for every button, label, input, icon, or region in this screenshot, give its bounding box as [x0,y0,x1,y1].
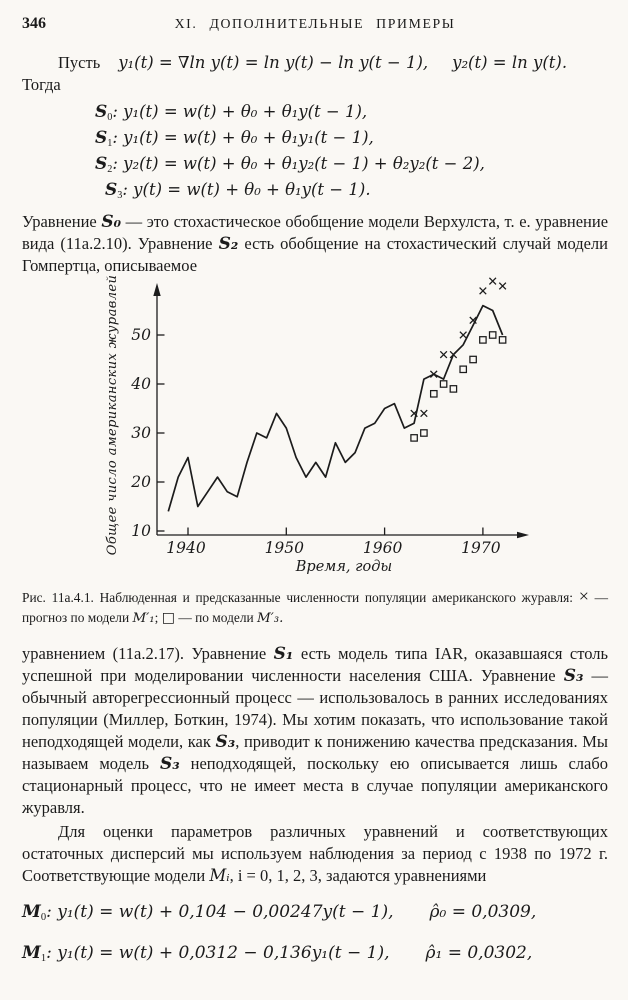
x-tick-label: 1960 [363,539,403,557]
equation-body: : y₂(t) = w(t) + θ₀ + θ₁y₂(t − 1) + θ₂y₂… [112,154,485,173]
paragraph-text: есть обобщение на стохастический случай … [22,234,608,275]
x-marker-symbol: × [578,586,589,606]
x-axis-arrow [517,531,529,539]
y-tick-label: 50 [131,326,151,344]
model-equation-body: : y₁(t) = w(t) + 0,0312 − 0,136y₁(t − 1)… [46,943,390,963]
x-tick-label: 1970 [461,539,501,557]
y-tick-label: 10 [131,522,151,540]
y-tick-label: 20 [130,473,151,491]
paragraph-text: есть модель типа IAR, оказавшаяся столь … [22,644,608,685]
paragraph-text: Уравнение [22,212,102,231]
intro-lead-word: Пусть [58,53,101,72]
model-equation-0: M0: y₁(t) = w(t) + 0,104 − 0,00247y(t − … [22,899,608,925]
model-class-equations: S0: y₁(t) = w(t) + θ₀ + θ₁y(t − 1), S1: … [22,99,608,203]
residual-variance: ρ̂₀ = 0,0309, [429,902,537,922]
model-subscript: 1 [40,952,47,964]
script-s-letter: S [95,154,108,174]
script-s-ref: S₃ [159,754,180,774]
script-s-letter: S [95,102,108,122]
x-axis-title: Время, годы [295,559,392,575]
x-tick-label: 1940 [166,539,206,557]
caption-text: — прогноз по модели [22,590,608,625]
model-m3-symbol: M′₃. [257,611,284,626]
paragraph-text: неподходящей, поскольку ею описывается л… [22,754,608,817]
equation-body: : y₁(t) = w(t) + θ₀ + θ₁y(t − 1), [112,102,368,121]
paragraph-2: уравнением (11а.2.17). Уравнение S₁ есть… [22,643,608,819]
class-subscript: 1 [107,137,113,149]
paragraph-text: , i = 0, 1, 2, 3, задаются уравнениями [229,866,487,885]
caption-text: — по модели [175,610,258,625]
y-tick-label: 30 [131,424,151,442]
paragraph-3: Для оценки параметров различных уравнени… [22,821,608,887]
intro-equation-2: y₂(t) = ln y(t). [452,53,568,72]
page-number: 346 [22,15,46,32]
equation-class-0: S0: y₁(t) = w(t) + θ₀ + θ₁y(t − 1), [95,99,608,125]
class-subscript: 0 [107,111,113,123]
model-equations: M0: y₁(t) = w(t) + 0,104 − 0,00247y(t − … [22,899,608,966]
caption-text: Наблюденная и предсказанные численности … [93,590,579,605]
observed-series-line [167,304,504,512]
forecast-x-markers [410,277,507,418]
paragraph-text: — это стохастическое обобщение модели Ве… [22,212,609,253]
script-s-letter: S [105,180,118,200]
then-word: Тогда [22,75,61,94]
intro-line: Пусть y₁(t) = ∇ln y(t) = ln y(t) − ln y(t… [22,52,608,74]
script-s-ref: S₃ [215,732,236,752]
model-name: M [22,943,41,963]
model-m1-symbol: M′₁ [132,611,155,626]
script-s-ref: S₂ [218,234,239,254]
y-axis-arrow [153,283,161,296]
script-s-letter: S [95,128,108,148]
model-subscript: 0 [40,911,47,923]
x-tick-label: 1950 [265,539,305,557]
model-m-i-symbol: Mᵢ [209,866,230,885]
equation-class-2: S2: y₂(t) = w(t) + θ₀ + θ₁y₂(t − 1) + θ₂… [95,151,608,177]
model-name: M [22,902,41,922]
model-equation-1: M1: y₁(t) = w(t) + 0,0312 − 0,136y₁(t − … [22,940,608,966]
figure-caption-label: Рис. 11а.4.1. [22,590,94,605]
population-chart: 10 20 30 40 50 1940 1950 1960 1970 Общее число ам… [105,275,529,575]
paragraph-text: , приводит к понижению качества предсказ… [22,732,608,773]
class-subscript: 3 [117,189,123,201]
figure-11a-4-1: 10 20 30 40 50 1940 1950 1960 1970 Общее число ам… [100,275,620,576]
residual-variance: ρ̂₁ = 0,0302, [425,943,533,963]
paragraph-text: Для оценки параметров различных уравнени… [22,822,608,885]
page-header: 346 XI. ДОПОЛНИТЕЛЬНЫЕ ПРИМЕРЫ [22,12,608,34]
figure-caption: Рис. 11а.4.1. Наблюденная и предсказанны… [22,586,608,629]
equation-body: : y₁(t) = w(t) + θ₀ + θ₁y₁(t − 1), [112,128,374,147]
script-s-ref: S₃ [563,666,584,686]
paragraph-text: уравнением (11а.2.17). Уравнение [22,644,274,663]
square-marker-symbol: □ [161,610,175,626]
intro-equation-1: y₁(t) = ∇ln y(t) = ln y(t) − ln y(t − 1)… [118,53,429,72]
class-subscript: 2 [107,163,113,175]
paragraph-1: Уравнение S₀ — это стохастическое обобще… [22,211,608,277]
then-word-line: Тогда [22,74,608,96]
chapter-title: XI. ДОПОЛНИТЕЛЬНЫЕ ПРИМЕРЫ [174,16,456,31]
equation-body: : y(t) = w(t) + θ₀ + θ₁y(t − 1). [122,180,371,199]
y-tick-label: 40 [130,375,151,393]
paragraph-text: — обычный авторегрессионный процесс — ис… [22,666,608,751]
forecast-square-markers [410,331,507,442]
y-axis-title: Общее число американских журавлей [105,275,120,555]
axes [156,295,519,536]
script-s-ref: S₀ [101,212,122,232]
equation-class-1: S1: y₁(t) = w(t) + θ₀ + θ₁y₁(t − 1), [95,125,608,151]
model-equation-body: : y₁(t) = w(t) + 0,104 − 0,00247y(t − 1)… [46,902,394,922]
caption-text: ; [154,610,162,625]
equation-class-3: S3: y(t) = w(t) + θ₀ + θ₁y(t − 1). [105,177,608,203]
script-s-ref: S₁ [273,644,294,664]
